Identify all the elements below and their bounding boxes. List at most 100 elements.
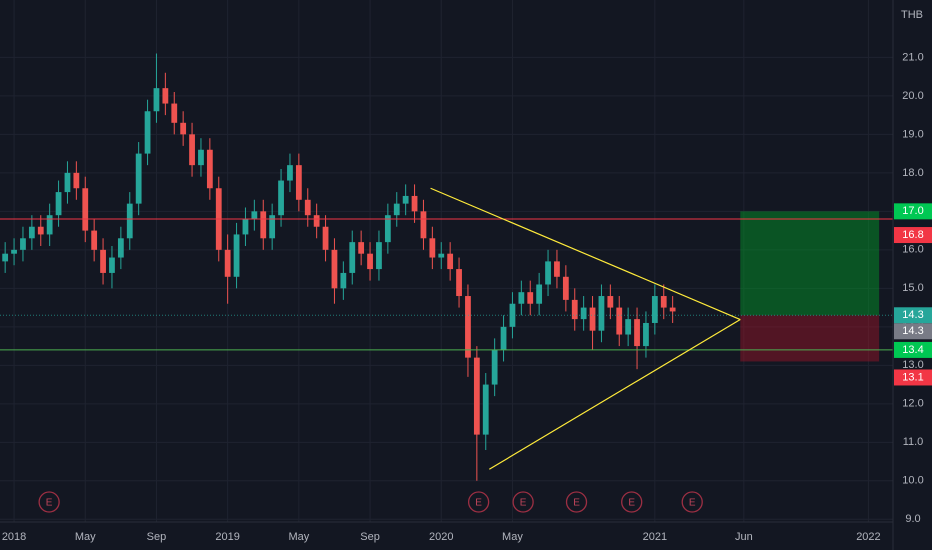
price-tag [894,341,932,358]
earnings-label: E [475,498,482,509]
candle-body [242,219,249,235]
earnings-label: E [520,498,527,509]
candle-body [589,307,596,331]
candle-body [126,203,133,239]
candle-body [536,284,543,304]
candle-body [669,307,676,312]
candle-body [233,234,240,277]
candle-body [189,134,195,166]
price-tag-label: 13.1 [902,371,923,383]
candle-body [73,172,80,189]
candle-body [340,272,347,289]
price-tag [894,203,932,220]
candle-body [109,257,115,273]
candle-body [660,296,667,308]
y-tick-label: 11.0 [903,436,924,448]
candle-body [135,153,142,204]
y-tick-label: 15.0 [902,282,923,294]
trendline [430,187,741,321]
target-zone [740,211,880,316]
candle-body [643,322,649,347]
x-tick-label: May [75,531,96,543]
candle-body [269,215,276,239]
x-tick-label: 2022 [856,531,880,543]
candle-body [500,326,507,350]
price-tag [894,227,932,244]
stop-zone [740,315,880,362]
currency: THB [901,9,923,21]
candle-body [295,165,302,200]
candle-body [144,111,151,154]
candle-body [331,249,338,289]
candle-body [616,307,623,335]
price-tag [894,323,932,340]
earnings-label: E [689,498,696,509]
x-tick-label: 2019 [215,531,239,543]
candle-body [554,261,560,277]
candle-body [313,215,320,227]
candle-body [491,349,498,385]
price-axis [893,0,932,550]
price-tag [894,369,932,386]
earnings-marker [565,491,588,513]
candle-body [411,195,418,212]
candle-body [527,292,534,304]
candle-body [46,215,53,235]
candle-body [224,249,231,277]
candle-body [82,188,89,231]
candle-body [287,165,293,181]
x-tick-label: 2020 [429,531,453,543]
candle-body [11,249,17,254]
y-tick-label: 18.0 [902,167,923,179]
x-tick-label: May [288,531,309,543]
candle-body [545,261,551,285]
candle-body [349,242,356,273]
earnings-label: E [628,498,635,509]
candle-body [420,211,427,239]
candle-body [651,296,658,323]
candle-body [562,276,569,300]
y-tick-label: 19.0 [902,128,923,140]
candle-body [580,307,587,320]
candle-body [2,253,9,262]
trendline [489,318,741,470]
candle-body [304,199,311,216]
x-tick-label: May [502,531,523,543]
candle-body [465,296,471,358]
y-tick-label: 9.0 [905,513,920,525]
price-tag-label: 14.3 [902,309,923,321]
candle-body [384,215,391,243]
candle-body [376,242,382,270]
candle-body [28,226,35,239]
candle-body [456,269,462,297]
candle-body [402,195,409,204]
time-axis [0,522,893,550]
earnings-label: E [573,498,580,509]
earnings-marker [512,491,534,513]
candle-body [358,242,365,254]
price-tag-label: 17.0 [902,205,923,217]
price-tag-label: 14.3 [902,325,923,337]
candle-body [251,211,258,220]
earnings-marker [467,491,490,513]
candle-body [55,192,62,216]
x-tick-label: Jun [735,531,753,543]
candle-body [20,238,26,250]
candle-body [37,226,44,235]
candle-body [91,230,98,250]
candle-body [162,88,169,104]
candle-body [447,253,454,270]
candle-body [607,296,614,308]
candle-body [198,149,204,166]
candle-body [64,172,71,193]
candle-body [571,299,578,320]
price-tag-label: 16.8 [902,229,923,241]
x-tick-label: Sep [360,531,380,543]
candle-body [482,384,489,435]
candle-body [473,357,480,435]
candle-body [598,296,605,331]
y-tick-label: 12.0 [902,398,923,410]
candle-body [509,303,516,327]
candle-body [429,238,436,258]
